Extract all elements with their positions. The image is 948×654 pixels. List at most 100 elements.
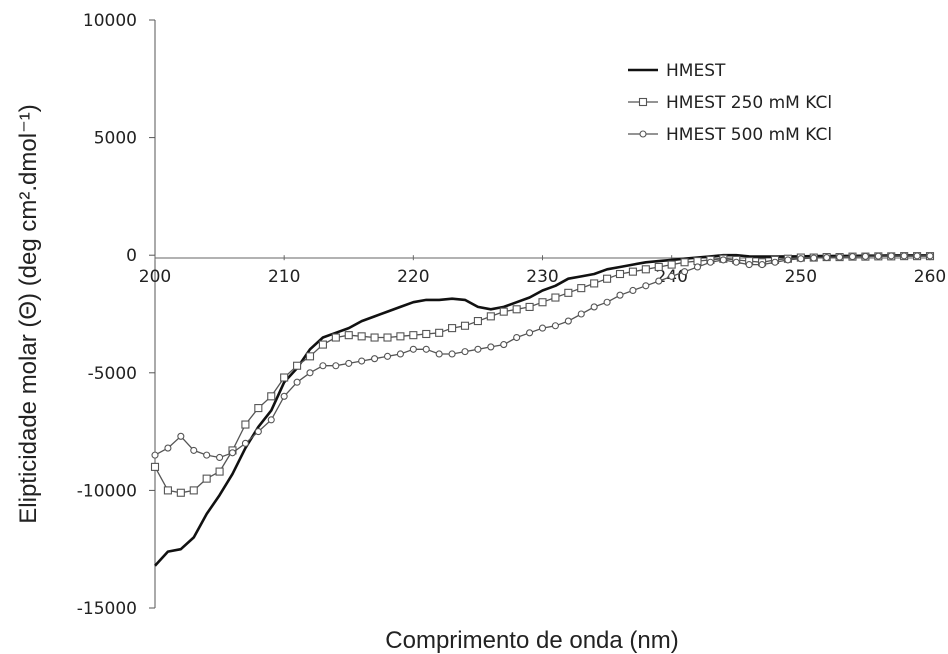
y-tick-label: -10000 — [77, 481, 137, 501]
data-point — [254, 404, 263, 413]
data-point — [603, 274, 612, 283]
data-point — [629, 286, 637, 295]
y-tick-label: -5000 — [88, 364, 137, 384]
data-point — [667, 260, 676, 269]
data-point — [202, 474, 211, 483]
data-point — [655, 277, 663, 285]
data-point — [409, 345, 417, 353]
data-point — [564, 288, 573, 297]
data-point — [215, 467, 224, 476]
data-point — [500, 341, 508, 349]
data-point — [836, 253, 844, 261]
data-point — [163, 486, 172, 495]
x-tick-label: 220 — [397, 267, 429, 287]
data-point — [164, 444, 172, 452]
legend-marker — [638, 97, 648, 107]
data-point — [564, 317, 572, 325]
data-point — [642, 282, 650, 290]
data-point — [435, 350, 443, 358]
data-point — [241, 439, 249, 447]
data-point — [371, 355, 379, 363]
data-point — [357, 332, 366, 341]
data-point — [551, 293, 560, 302]
data-point — [513, 333, 521, 342]
data-point — [732, 258, 740, 266]
data-point — [422, 329, 431, 339]
data-point — [461, 348, 469, 356]
data-point — [358, 357, 366, 365]
data-point — [590, 279, 599, 288]
legend-item: HMEST 500 mM KCl — [628, 125, 832, 145]
data-point — [473, 317, 482, 326]
data-point — [396, 332, 405, 341]
data-point — [499, 307, 508, 316]
legend-label: HMEST 250 mM KCl — [666, 93, 832, 113]
data-point — [706, 258, 714, 266]
data-point — [176, 488, 185, 497]
data-point — [590, 303, 598, 311]
data-point — [810, 254, 818, 262]
data-point — [525, 302, 534, 311]
legend-item: HMEST 250 mM KCl — [628, 93, 832, 113]
data-point — [228, 449, 237, 457]
data-point — [280, 392, 288, 400]
legend-label: HMEST — [666, 61, 726, 81]
series-layer — [150, 252, 935, 567]
data-point — [216, 453, 224, 462]
data-point — [668, 272, 676, 280]
data-point — [344, 331, 353, 340]
data-point — [900, 252, 908, 260]
data-point — [370, 333, 379, 342]
data-point — [538, 298, 547, 307]
data-point — [448, 324, 457, 333]
x-ticks: 200210220230240250260 — [139, 255, 946, 287]
x-tick-label: 250 — [785, 267, 817, 287]
data-point — [448, 350, 456, 358]
data-point — [151, 451, 159, 459]
x-tick-label: 260 — [914, 267, 946, 287]
x-tick-label: 230 — [526, 267, 558, 287]
data-point — [616, 291, 624, 299]
data-point — [383, 352, 392, 360]
legend-label: HMEST 500 mM KCl — [666, 125, 832, 145]
data-point — [435, 328, 444, 337]
data-point — [861, 252, 869, 260]
data-point — [745, 261, 753, 269]
data-point — [460, 321, 470, 330]
x-tick-label: 210 — [268, 267, 300, 287]
legend-item: HMEST — [628, 61, 726, 81]
data-point — [203, 451, 211, 459]
data-point — [603, 298, 611, 306]
y-tick-label: 5000 — [94, 129, 137, 149]
data-point — [293, 361, 302, 370]
data-point — [887, 252, 895, 260]
data-point — [331, 333, 340, 342]
data-point — [280, 373, 289, 382]
data-point — [305, 352, 315, 361]
data-point — [306, 369, 314, 377]
data-point — [848, 253, 857, 261]
data-point — [693, 263, 702, 271]
data-point — [487, 343, 495, 351]
data-point — [551, 322, 559, 330]
data-point — [641, 265, 650, 274]
data-point — [267, 392, 276, 401]
data-point — [719, 256, 727, 264]
data-point — [345, 359, 353, 367]
y-ticks: 10000 5000 0 -5000 -10000 -15000 — [77, 11, 155, 619]
data-point — [797, 255, 805, 263]
data-point — [526, 329, 534, 337]
legend: HMEST HMEST 250 mM KCl HMEST 500 mM KCl — [628, 61, 832, 145]
data-point — [680, 258, 689, 267]
data-point — [784, 256, 792, 264]
legend-marker — [639, 130, 647, 138]
data-point — [267, 416, 275, 424]
y-tick-label: 0 — [126, 246, 137, 266]
data-point — [254, 428, 262, 436]
data-point — [577, 284, 586, 293]
data-point — [383, 333, 392, 342]
y-tick-label: -15000 — [77, 599, 137, 619]
data-point — [319, 362, 327, 370]
data-point — [409, 331, 418, 340]
